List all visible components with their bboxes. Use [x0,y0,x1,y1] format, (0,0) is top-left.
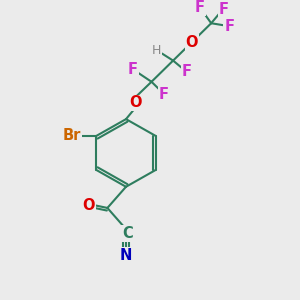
Text: F: F [159,87,169,102]
Text: Br: Br [63,128,81,143]
Text: N: N [120,248,132,263]
Text: F: F [128,62,138,77]
Text: O: O [129,95,141,110]
Text: F: F [195,0,205,15]
Text: C: C [122,226,133,241]
Text: O: O [185,35,198,50]
Text: H: H [152,44,161,57]
Text: F: F [182,64,192,79]
Text: F: F [224,19,234,34]
Text: F: F [219,2,229,16]
Text: O: O [82,197,95,212]
